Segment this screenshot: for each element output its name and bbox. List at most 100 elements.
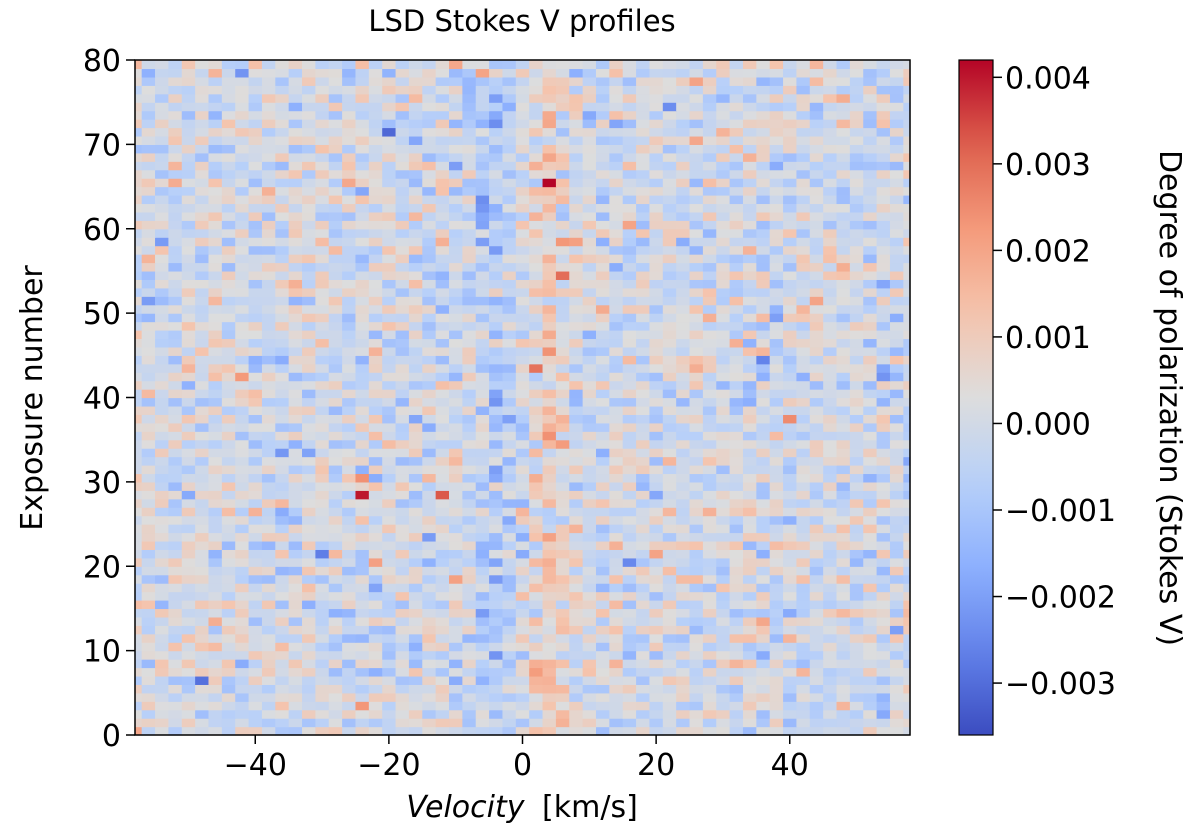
heatmap-cell xyxy=(889,583,904,593)
heatmap-cell xyxy=(863,532,878,542)
heatmap-cell xyxy=(168,718,183,728)
heatmap-cell xyxy=(903,152,911,162)
heatmap-cell xyxy=(408,279,423,289)
heatmap-cell xyxy=(155,119,169,129)
heatmap-cell xyxy=(582,338,597,348)
heatmap-cell xyxy=(155,102,169,112)
heatmap-cell xyxy=(809,532,824,542)
heatmap-cell xyxy=(462,515,477,525)
heatmap-cell xyxy=(141,228,156,238)
heatmap-cell xyxy=(649,481,664,491)
heatmap-cell xyxy=(221,254,236,264)
heatmap-cell xyxy=(195,726,210,736)
heatmap-cell xyxy=(489,178,504,188)
heatmap-cell xyxy=(489,625,504,635)
heatmap-cell xyxy=(275,228,290,238)
heatmap-cell xyxy=(449,650,463,660)
heatmap-cell xyxy=(395,178,410,188)
heatmap-cell xyxy=(823,659,838,669)
heatmap-cell xyxy=(248,380,263,390)
heatmap-cell xyxy=(689,675,704,685)
heatmap-cell xyxy=(756,405,771,415)
heatmap-cell xyxy=(422,169,437,179)
heatmap-cell xyxy=(449,110,463,120)
heatmap-cell xyxy=(135,473,143,483)
heatmap-cell xyxy=(903,330,911,340)
heatmap-cell xyxy=(261,448,276,458)
heatmap-cell xyxy=(783,515,798,525)
heatmap-cell xyxy=(863,515,878,525)
heatmap-cell xyxy=(395,68,410,78)
heatmap-cell xyxy=(248,473,263,483)
heatmap-cell xyxy=(342,642,357,652)
heatmap-cell xyxy=(903,701,911,711)
heatmap-cell xyxy=(636,600,651,610)
heatmap-cell xyxy=(756,600,771,610)
heatmap-cell xyxy=(261,490,276,500)
heatmap-cell xyxy=(676,397,691,407)
heatmap-cell xyxy=(662,532,677,542)
heatmap-cell xyxy=(903,574,911,584)
heatmap-cell xyxy=(181,220,196,230)
heatmap-cell xyxy=(769,169,784,179)
heatmap-cell xyxy=(328,372,343,382)
heatmap-cell xyxy=(595,372,610,382)
heatmap-cell xyxy=(449,616,463,626)
heatmap-cell xyxy=(275,405,290,415)
heatmap-cell xyxy=(649,203,664,213)
heatmap-cell xyxy=(221,279,236,289)
heatmap-cell xyxy=(742,431,757,441)
heatmap-cell xyxy=(649,608,664,618)
heatmap-cell xyxy=(435,380,450,390)
heatmap-cell xyxy=(609,169,624,179)
heatmap-cell xyxy=(502,507,517,517)
heatmap-cell xyxy=(288,254,303,264)
heatmap-cell xyxy=(529,532,544,542)
heatmap-cell xyxy=(181,633,196,643)
heatmap-cell xyxy=(195,144,210,154)
heatmap-cell xyxy=(449,633,463,643)
heatmap-cell xyxy=(809,608,824,618)
heatmap-cell xyxy=(302,152,316,162)
heatmap-cell xyxy=(368,237,383,247)
heatmap-cell xyxy=(235,481,250,491)
heatmap-cell xyxy=(702,456,717,466)
heatmap-cell xyxy=(208,169,223,179)
heatmap-cell xyxy=(489,228,504,238)
heatmap-cell xyxy=(475,389,490,399)
heatmap-cell xyxy=(609,600,624,610)
heatmap-cell xyxy=(435,135,450,145)
heatmap-cell xyxy=(315,237,330,247)
heatmap-cell xyxy=(702,169,717,179)
heatmap-cell xyxy=(408,397,423,407)
heatmap-cell xyxy=(702,540,717,550)
heatmap-cell xyxy=(849,642,864,652)
heatmap-cell xyxy=(636,169,651,179)
heatmap-cell xyxy=(435,76,450,86)
heatmap-cell xyxy=(742,465,757,475)
heatmap-cell xyxy=(796,195,811,205)
heatmap-cell xyxy=(636,228,651,238)
heatmap-cell xyxy=(208,397,223,407)
heatmap-cell xyxy=(475,245,490,255)
heatmap-cell xyxy=(475,372,490,382)
heatmap-cell xyxy=(382,380,397,390)
heatmap-cell xyxy=(248,355,263,365)
heatmap-cell xyxy=(355,380,370,390)
heatmap-cell xyxy=(756,110,771,120)
heatmap-cell xyxy=(195,380,210,390)
heatmap-cell xyxy=(462,237,477,247)
heatmap-cell xyxy=(502,262,517,272)
heatmap-cell xyxy=(702,389,717,399)
heatmap-cell xyxy=(729,346,744,356)
heatmap-cell xyxy=(542,211,557,221)
heatmap-cell xyxy=(582,76,597,86)
heatmap-cell xyxy=(422,220,437,230)
heatmap-cell xyxy=(155,692,169,702)
heatmap-cell xyxy=(903,296,911,306)
heatmap-cell xyxy=(595,161,610,171)
heatmap-cell xyxy=(475,85,490,95)
heatmap-cell xyxy=(863,389,878,399)
heatmap-cell xyxy=(849,102,864,112)
heatmap-cell xyxy=(168,574,183,584)
